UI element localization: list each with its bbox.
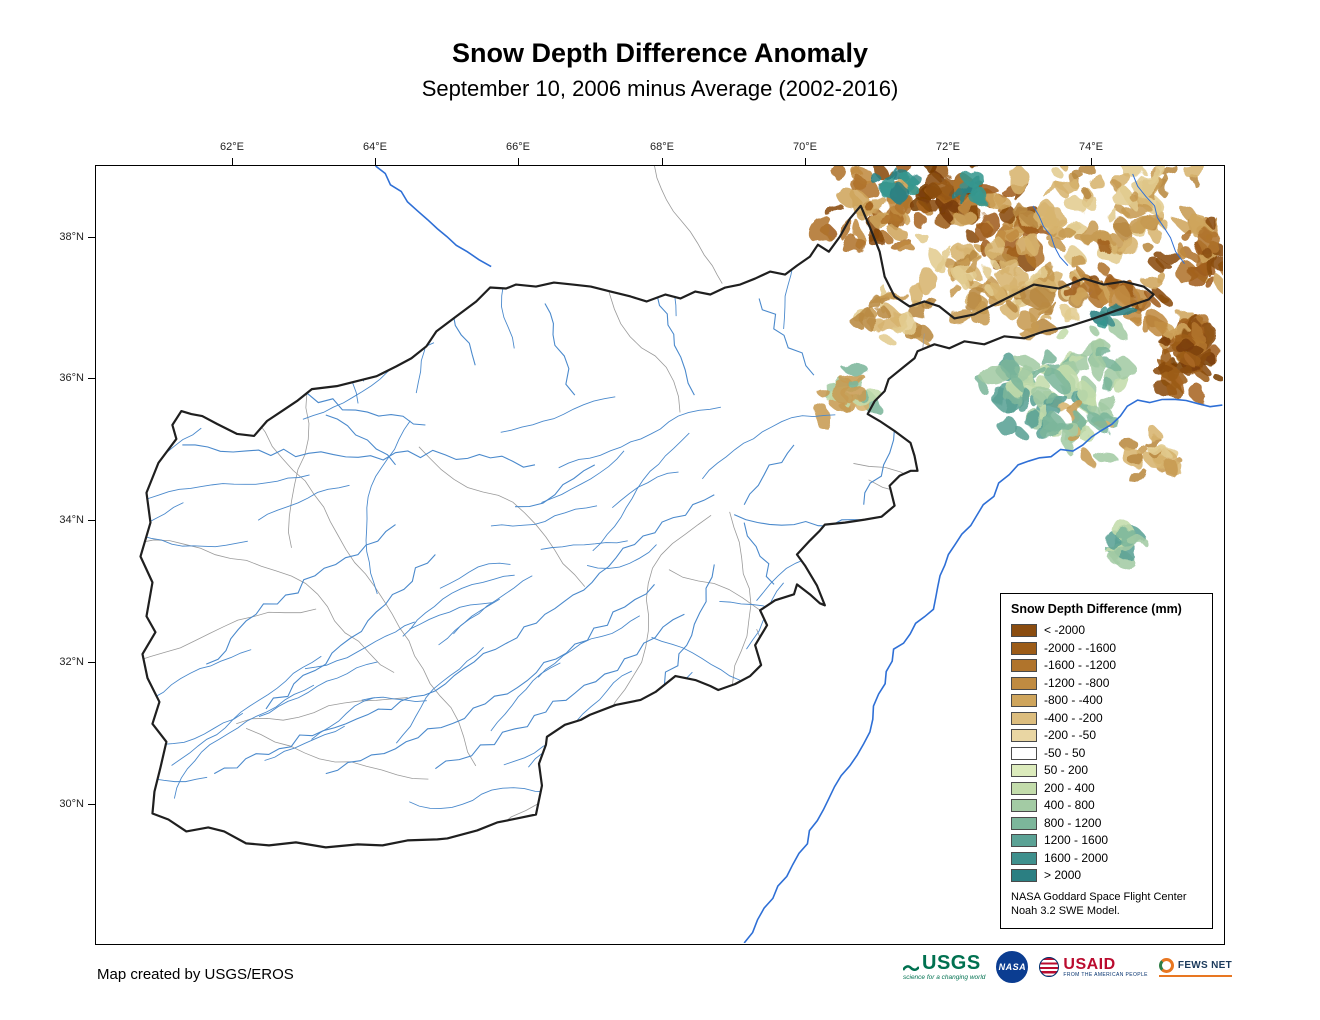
external-rivers <box>375 166 1223 943</box>
legend-entry: -2000 - -1600 <box>1011 640 1202 655</box>
usgs-tagline: science for a changing world <box>903 974 986 981</box>
fewsnet-wordmark: FEWS NET <box>1177 959 1232 971</box>
fewsnet-globe-icon <box>1158 957 1174 973</box>
fewsnet-logo: FEWS NET <box>1158 957 1232 977</box>
lat-label: 30°N <box>59 798 84 810</box>
lon-tick <box>375 158 376 165</box>
lon-label: 74°E <box>1079 141 1103 153</box>
legend-swatch <box>1011 711 1037 725</box>
usgs-wordmark: USGS <box>922 952 981 974</box>
usaid-wordmark: USAID <box>1063 955 1116 973</box>
legend-swatch <box>1011 764 1037 777</box>
legend-entry-label: -1200 - -800 <box>1044 675 1110 690</box>
legend-entry: -1600 - -1200 <box>1011 659 1202 672</box>
legend-entry-label: -50 - 50 <box>1044 745 1086 760</box>
legend-swatch <box>1011 816 1037 830</box>
lat-label: 34°N <box>59 514 84 526</box>
legend-entry: 200 - 400 <box>1011 780 1202 795</box>
usgs-logo: USGS science for a changing world <box>903 953 985 981</box>
legend-swatch <box>1011 781 1037 795</box>
legend-swatch <box>1011 659 1037 672</box>
legend-swatch <box>1011 624 1037 637</box>
usaid-logo: USAID FROM THE AMERICAN PEOPLE <box>1039 955 1148 978</box>
legend-entry: -800 - -400 <box>1011 694 1202 707</box>
lon-tick <box>948 158 949 165</box>
legend-swatch <box>1011 694 1037 707</box>
nasa-logo: NASA <box>996 951 1029 983</box>
nasa-wordmark: NASA <box>998 962 1027 972</box>
legend-entry-label: 200 - 400 <box>1044 780 1095 795</box>
legend: Snow Depth Difference (mm) < -2000 -2000 … <box>1000 593 1213 929</box>
legend-entries: < -2000 -2000 - -1600 -1600 - -1200 -1200 -… <box>1011 624 1202 882</box>
legend-swatch <box>1011 834 1037 847</box>
legend-note-line1: NASA Goddard Space Flight Center <box>1011 891 1187 903</box>
map-credit: Map created by USGS/EROS <box>97 966 294 983</box>
legend-entry: 400 - 800 <box>1011 799 1202 812</box>
legend-swatch <box>1011 851 1037 865</box>
lat-tick <box>88 804 95 805</box>
lon-label: 62°E <box>220 141 244 153</box>
lon-label: 66°E <box>506 141 530 153</box>
lon-tick <box>1091 158 1092 165</box>
lon-label: 70°E <box>793 141 817 153</box>
lat-label: 38°N <box>59 231 84 243</box>
lat-label: 32°N <box>59 656 84 668</box>
page-subtitle: September 10, 2006 minus Average (2002-2… <box>421 76 899 101</box>
legend-swatch <box>1011 869 1037 882</box>
map-frame <box>95 165 1225 945</box>
lon-label: 72°E <box>936 141 960 153</box>
country-border <box>139 204 1155 849</box>
legend-entry: 50 - 200 <box>1011 764 1202 777</box>
legend-swatch <box>1011 746 1037 760</box>
river-network <box>140 205 904 833</box>
map-canvas <box>139 166 1223 943</box>
legend-entry-label: -1600 - -1200 <box>1044 658 1117 672</box>
legend-entry-label: 1200 - 1600 <box>1044 833 1109 847</box>
lon-tick <box>662 158 663 165</box>
legend-entry-label: -200 - -50 <box>1044 728 1097 742</box>
snow-anomaly-patches <box>808 166 1223 569</box>
legend-swatch <box>1011 729 1037 742</box>
lon-tick <box>805 158 806 165</box>
legend-note-line2: Noah 3.2 SWE Model. <box>1011 905 1120 918</box>
legend-entry-label: > 2000 <box>1044 868 1082 882</box>
legend-entry: 1200 - 1600 <box>1011 834 1202 847</box>
lat-tick <box>88 520 95 521</box>
lat-label: 36°N <box>59 372 84 384</box>
lat-tick <box>88 237 95 238</box>
legend-entry-label: -400 - -200 <box>1044 710 1103 725</box>
legend-swatch <box>1011 676 1037 690</box>
legend-entry: -200 - -50 <box>1011 729 1202 742</box>
legend-entry: < -2000 <box>1011 624 1202 637</box>
page-title: Snow Depth Difference Anomaly <box>451 38 869 68</box>
legend-entry-label: 400 - 800 <box>1044 798 1095 812</box>
legend-entry-label: 50 - 200 <box>1044 763 1089 777</box>
title-block: Snow Depth Difference Anomaly September … <box>95 38 1225 102</box>
legend-entry: 1600 - 2000 <box>1011 850 1202 865</box>
legend-title: Snow Depth Difference (mm) <box>1011 602 1182 616</box>
legend-entry: -50 - 50 <box>1011 745 1202 760</box>
legend-entry-label: -800 - -400 <box>1044 693 1103 707</box>
legend-entry: 800 - 1200 <box>1011 815 1202 830</box>
legend-entry: > 2000 <box>1011 869 1202 882</box>
legend-swatch <box>1011 641 1037 655</box>
legend-entry: -1200 - -800 <box>1011 675 1202 690</box>
lon-tick <box>232 158 233 165</box>
lon-label: 68°E <box>650 141 674 153</box>
legend-entry-label: 1600 - 2000 <box>1044 850 1109 865</box>
legend-entry-label: -2000 - -1600 <box>1044 640 1117 655</box>
lat-tick <box>88 378 95 379</box>
legend-note: NASA Goddard Space Flight Center Noah 3.… <box>1011 890 1202 919</box>
usaid-seal-icon <box>1039 957 1060 977</box>
lon-tick <box>518 158 519 165</box>
lon-label: 64°E <box>363 141 387 153</box>
usgs-wave-icon <box>903 965 919 971</box>
logo-strip: USGS science for a changing world NASA U… <box>903 951 1232 983</box>
legend-entry: -400 - -200 <box>1011 710 1202 725</box>
lat-tick <box>88 662 95 663</box>
legend-swatch <box>1011 799 1037 812</box>
usaid-tagline: FROM THE AMERICAN PEOPLE <box>1063 971 1148 978</box>
legend-entry-label: < -2000 <box>1044 623 1086 637</box>
legend-entry-label: 800 - 1200 <box>1044 815 1102 830</box>
